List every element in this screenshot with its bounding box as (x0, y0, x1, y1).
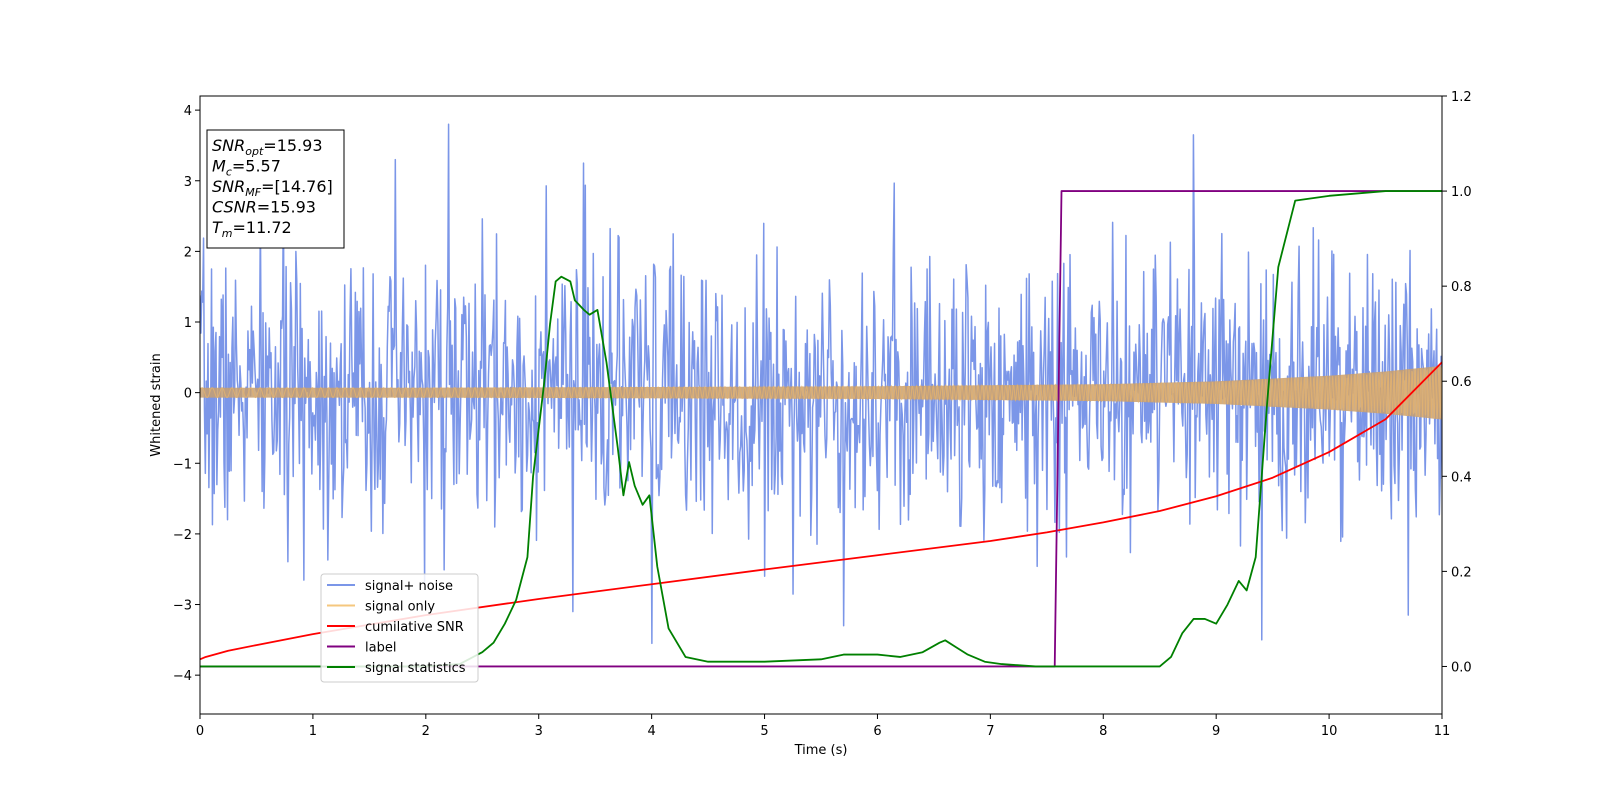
legend-label: signal only (365, 600, 435, 615)
y-tick-label: −3 (173, 599, 192, 614)
info-value: =5.57 (232, 157, 281, 176)
y-tick-label: 4 (184, 104, 192, 119)
x-tick-label: 0 (196, 724, 204, 739)
info-line: Tm=11.72 (212, 218, 292, 240)
legend-label: signal statistics (365, 661, 466, 676)
y-tick-label: 2 (184, 245, 192, 260)
y2-tick-label: 0.4 (1451, 470, 1472, 485)
info-line: SNRopt=15.93 (212, 136, 323, 158)
info-symbol: SNR (212, 136, 245, 155)
x-tick-label: 8 (1099, 724, 1107, 739)
y2-tick-label: 0.8 (1451, 280, 1472, 295)
series-signal-statistics-line (200, 190, 1442, 668)
info-box: SNRopt=15.93Mc=5.57SNRMF=[14.76]CSNR=15.… (206, 129, 345, 249)
y-tick-label: −2 (173, 528, 192, 543)
x-tick-label: 6 (873, 724, 881, 739)
info-value: =15.93 (257, 198, 316, 217)
info-symbol: M (212, 157, 226, 176)
y2-tick-label: 0.0 (1451, 660, 1472, 675)
y2-tick-label: 0.2 (1451, 565, 1472, 580)
x-tick-label: 10 (1321, 724, 1338, 739)
info-symbol: CSNR (212, 198, 257, 217)
info-line: Mc=5.57 (212, 157, 281, 179)
y-tick-label: −4 (173, 669, 192, 684)
info-symbol: SNR (212, 177, 245, 196)
x-tick-label: 7 (986, 724, 994, 739)
y2-tick-label: 1.2 (1451, 90, 1472, 105)
y-axis-right: 0.0 0.2 0.4 0.6 0.8 1.0 1.2 (1442, 90, 1472, 675)
x-axis: 0 1 2 3 4 5 6 7 8 9 10 11 (196, 714, 1450, 739)
info-line: CSNR=15.93 (212, 198, 316, 217)
info-value: =11.72 (233, 218, 292, 237)
legend: signal+ noise signal only cumilative SNR la… (320, 573, 479, 683)
info-subscript: c (226, 166, 232, 179)
info-symbol: T (212, 218, 223, 237)
info-subscript: m (222, 227, 233, 240)
y-axis-left: −4 −3 −2 −1 0 1 2 3 4 (173, 104, 200, 684)
x-tick-label: 9 (1212, 724, 1220, 739)
legend-label: label (365, 641, 396, 656)
info-subscript: MF (245, 186, 261, 199)
legend-label: cumilative SNR (365, 620, 464, 635)
x-tick-label: 11 (1434, 724, 1451, 739)
y-tick-label: 3 (184, 175, 192, 190)
y-tick-label: −1 (173, 457, 192, 472)
x-tick-label: 3 (535, 724, 543, 739)
y2-tick-label: 0.6 (1451, 375, 1472, 390)
x-tick-label: 4 (647, 724, 655, 739)
plot-area (200, 123, 1442, 668)
info-line: SNRMF=[14.76] (212, 177, 333, 199)
info-subscript: opt (245, 145, 264, 158)
y-tick-label: 0 (184, 387, 192, 402)
legend-label: signal+ noise (365, 579, 453, 594)
x-tick-label: 2 (422, 724, 430, 739)
x-axis-title: Time (s) (794, 743, 848, 758)
y2-tick-label: 1.0 (1451, 185, 1472, 200)
series-signal-only-line (200, 366, 1442, 419)
info-value: =[14.76] (261, 177, 333, 196)
y-axis-title: Whitened strain (149, 353, 164, 456)
legend-frame (320, 573, 479, 683)
series-cumilative-snr-line (200, 361, 1442, 661)
info-box-frame (206, 129, 345, 249)
series-signal-only-envelope (200, 365, 1442, 420)
y-tick-label: 1 (184, 316, 192, 331)
plot-frame (199, 95, 1443, 715)
info-value: =15.93 (263, 136, 322, 155)
series-label-line (200, 190, 1442, 668)
x-tick-label: 1 (309, 724, 317, 739)
x-tick-label: 5 (760, 724, 768, 739)
